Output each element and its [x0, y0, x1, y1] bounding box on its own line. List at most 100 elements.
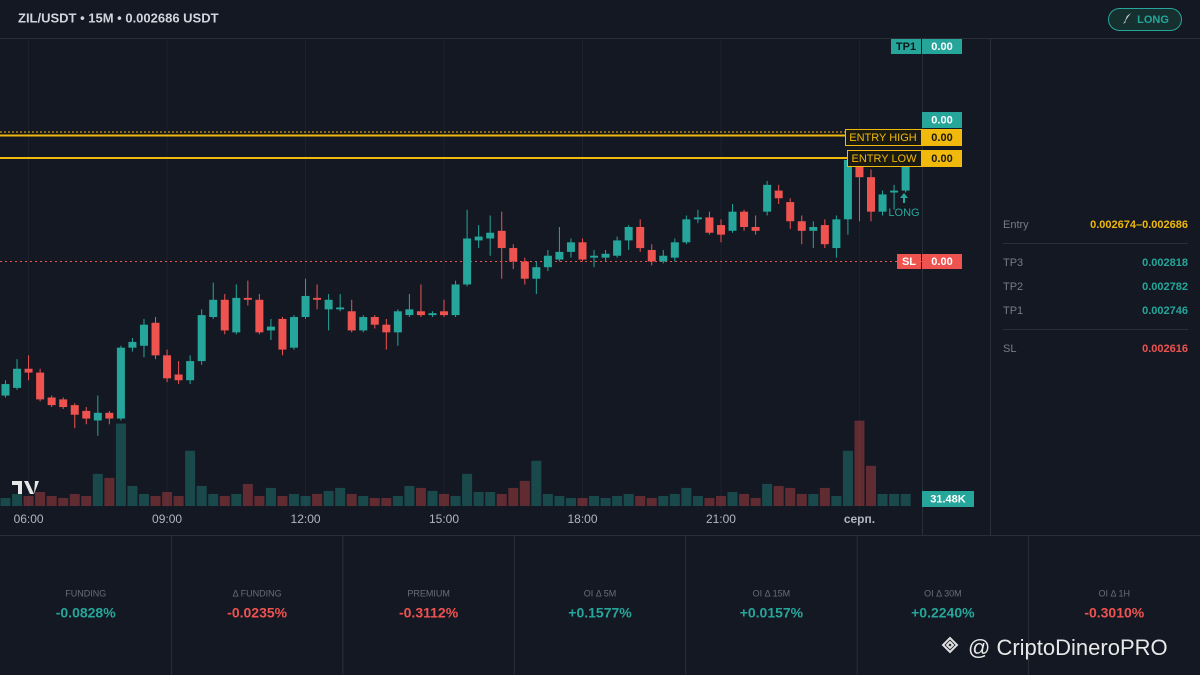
volume-bar [265, 487, 276, 506]
x-tick-label: 15:00 [429, 512, 459, 526]
candle-body [243, 297, 252, 300]
candle-body [13, 368, 22, 388]
sl-price-tag [922, 254, 962, 269]
candle-body [486, 232, 495, 239]
volume-bar [300, 495, 311, 506]
tp1-price-tag [922, 39, 962, 54]
candle-body [313, 297, 322, 300]
stat-value: -0.3010% [1084, 605, 1144, 621]
candle-body [128, 341, 137, 348]
candle-body [36, 372, 45, 400]
volume-bar [58, 497, 69, 506]
stat-value: -0.0235% [227, 605, 287, 621]
volume-bar [242, 483, 253, 506]
candle-body [786, 202, 795, 222]
candle-body [820, 225, 829, 245]
volume-bar [127, 485, 138, 506]
volume-bar [727, 491, 738, 506]
volume-bar [450, 495, 461, 506]
long-button-label[interactable]: LONG [1137, 14, 1169, 26]
volume-bar [866, 465, 876, 506]
volume-bar [196, 485, 207, 506]
volume-bar [681, 487, 692, 506]
entry-high-tag [845, 129, 922, 146]
volume-bar [531, 460, 542, 506]
long-button-bg[interactable] [1108, 8, 1182, 31]
stats-panel: FUNDING -0.0828% Δ FUNDING -0.0235% PREMIUM -… [56, 535, 1145, 675]
rocket-icon [1123, 13, 1131, 24]
candle-body [70, 405, 79, 415]
volume-bar [173, 495, 184, 506]
volume-bar [889, 493, 900, 506]
volume-bar [12, 493, 23, 506]
volume-bar [35, 491, 46, 506]
volume-bar [900, 493, 911, 506]
volume-bar [762, 483, 773, 506]
candle-body [174, 374, 183, 381]
header-title: ZIL/USDT • 15M • 0.002686 USDT [18, 10, 219, 25]
candle-body [197, 315, 206, 362]
x-tick-label: 09:00 [152, 512, 182, 526]
volume-bar [842, 450, 853, 506]
x-tick-label: 06:00 [14, 512, 44, 526]
volume-bar [600, 497, 611, 506]
long-button[interactable]: LONG [1108, 8, 1182, 31]
candle-body [82, 410, 91, 419]
candle-body [451, 284, 460, 316]
candle-body [93, 412, 102, 421]
candle-body [613, 240, 622, 256]
x-tick-label: серп. [844, 512, 875, 526]
candle-body [255, 299, 264, 333]
candle-body [370, 317, 379, 325]
stat-value: -0.0828% [56, 605, 116, 621]
volume-bar [150, 495, 161, 506]
volume-bar [485, 491, 496, 506]
candle-body [474, 236, 483, 241]
tp1-tag [891, 39, 921, 54]
candle-body [266, 326, 275, 331]
volume-bar [577, 497, 588, 506]
x-axis: 06:00 09:00 12:00 15:00 18:00 21:00 серп. [14, 512, 876, 526]
sidebar-value: 0.002674–0.002686 [1090, 219, 1188, 231]
volume-bar [704, 497, 715, 506]
volume-bar [508, 487, 519, 506]
candle-body [624, 226, 633, 241]
volume-bar [231, 493, 242, 506]
candle-body [578, 242, 587, 260]
sidebar-label: Entry [1003, 219, 1029, 231]
x-tick-label: 12:00 [291, 512, 321, 526]
grid [28, 38, 860, 510]
volume-bar [796, 493, 807, 506]
sidebar-value: 0.002616 [1142, 343, 1188, 355]
candle-body [116, 347, 125, 419]
volume-bar [658, 495, 669, 506]
candle-body [590, 255, 599, 258]
candle-body [220, 299, 229, 331]
volume-bar [115, 423, 126, 506]
tp1-tag-label: TP1 [896, 41, 916, 53]
candle-body [382, 324, 391, 333]
candle-body [855, 159, 864, 178]
stat-value: +0.2240% [911, 605, 975, 621]
volume-bar [623, 493, 634, 506]
candle-body [59, 399, 68, 408]
volume-bar [92, 473, 103, 506]
stat-label: OI Δ 30M [924, 588, 962, 598]
stat-value: -0.3112% [399, 605, 459, 621]
candle-body [151, 322, 160, 356]
volume-bar [358, 495, 369, 506]
volume-bar [254, 495, 265, 506]
candle-body [336, 307, 345, 310]
sidebar-value: 0.002782 [1142, 281, 1188, 293]
stat-label: FUNDING [65, 588, 106, 598]
candle-body [428, 313, 437, 316]
volume-tag [922, 491, 974, 507]
volume-bar [646, 497, 657, 506]
candle-body [301, 295, 310, 318]
volume-tag-label: 31.48K [930, 493, 966, 505]
volume-bar [277, 495, 288, 506]
sl-price: 0.00 [931, 256, 952, 268]
